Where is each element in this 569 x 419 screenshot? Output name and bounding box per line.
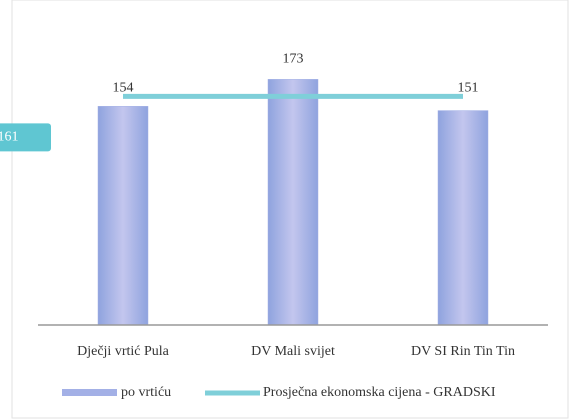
- x-tick-label: DV Mali svijet: [251, 344, 335, 359]
- data-label: 151: [458, 81, 479, 96]
- legend-label: po vrtiću: [121, 385, 171, 400]
- legend-label: Prosječna ekonomska cijena - GRADSKI: [263, 385, 496, 400]
- bar: [437, 110, 489, 326]
- data-label: 173: [283, 52, 304, 67]
- legend-swatch: [62, 389, 117, 396]
- data-label: 154: [113, 81, 134, 96]
- x-tick-label: Dječji vrtić Pula: [77, 344, 170, 359]
- line-data-label: 161: [0, 130, 19, 145]
- line-label-box: [0, 123, 51, 152]
- x-tick-label: DV SI Rin Tin Tin: [411, 344, 515, 359]
- bar: [267, 79, 319, 326]
- bar: [97, 106, 149, 326]
- chart-frame: [11, 0, 569, 419]
